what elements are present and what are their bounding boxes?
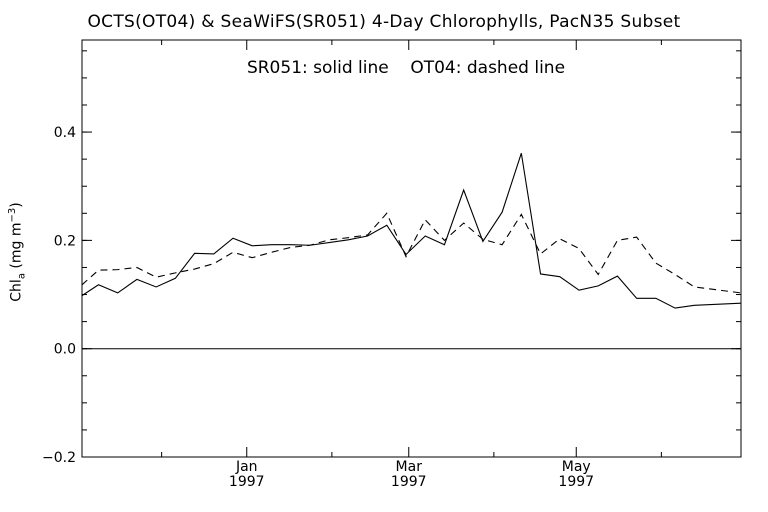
x-tick-label-2: May [562, 459, 591, 475]
y-tick-label-0: 0.4 [54, 125, 76, 141]
x-tick-label-1: Mar [396, 459, 423, 475]
chart-title: OCTS(OT04) & SeaWiFS(SR051) 4-Day Chloro… [87, 12, 681, 32]
y-tick-label-1: 0.2 [54, 233, 76, 249]
plot-frame [81, 39, 742, 458]
series-line-sr051 [81, 153, 742, 309]
x-tick-label-0: Jan [235, 459, 258, 475]
x-tick-label2-1: 1997 [391, 474, 427, 490]
y-tick-label-3: −0.2 [42, 450, 76, 466]
y-tick-label-2: 0.0 [54, 342, 76, 358]
x-tick-label2-2: 1997 [558, 474, 594, 490]
x-tick-label2-0: 1997 [229, 474, 265, 490]
series-line-ot04 [81, 212, 742, 294]
chart-subtitle: SR051: solid line OT04: dashed line [246, 58, 566, 78]
